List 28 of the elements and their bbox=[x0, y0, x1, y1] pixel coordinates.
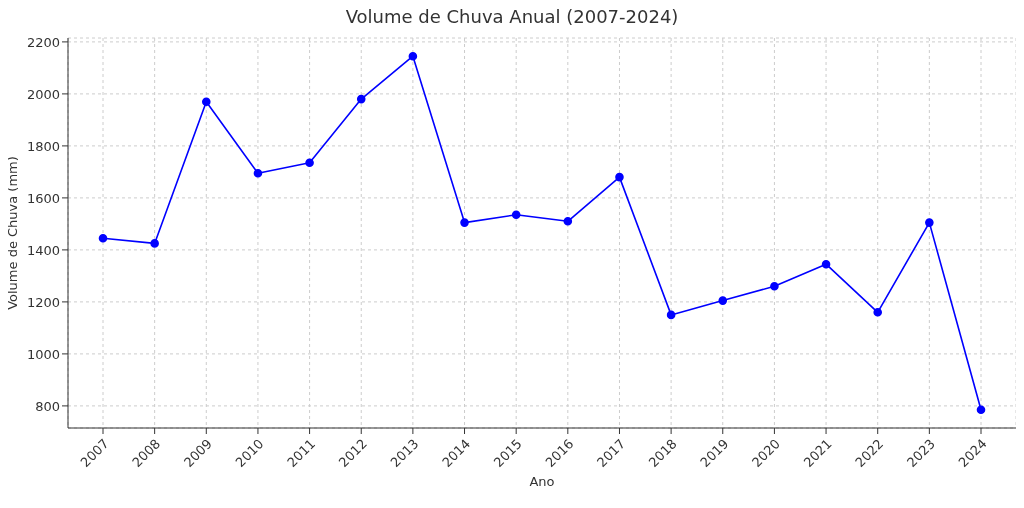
point bbox=[98, 233, 108, 243]
point bbox=[873, 308, 883, 317]
point bbox=[253, 168, 263, 178]
y-tick-label: 2000 bbox=[26, 86, 60, 102]
point bbox=[563, 217, 573, 226]
point bbox=[408, 51, 418, 61]
point bbox=[821, 259, 831, 269]
point bbox=[770, 282, 779, 291]
y-tick-label: 1400 bbox=[26, 242, 60, 258]
y-tick-label: 2200 bbox=[26, 34, 60, 50]
point bbox=[201, 97, 211, 106]
point bbox=[976, 405, 986, 415]
y-tick-label: 1800 bbox=[26, 138, 60, 154]
point bbox=[511, 210, 521, 220]
point bbox=[615, 172, 624, 182]
point bbox=[150, 239, 159, 248]
x-axis-title: Ano bbox=[529, 474, 555, 489]
y-tick-label: 800 bbox=[35, 398, 60, 414]
point bbox=[666, 310, 676, 320]
point bbox=[460, 218, 469, 227]
y-tick-label: 1200 bbox=[26, 294, 60, 310]
point bbox=[305, 158, 314, 168]
chart-title: Volume de Chuva Anual (2007-2024) bbox=[344, 6, 680, 29]
point bbox=[356, 94, 366, 104]
y-tick-label: 1600 bbox=[26, 190, 60, 206]
point bbox=[718, 296, 728, 305]
point bbox=[925, 218, 934, 227]
y-tick-label: 1000 bbox=[26, 346, 60, 362]
